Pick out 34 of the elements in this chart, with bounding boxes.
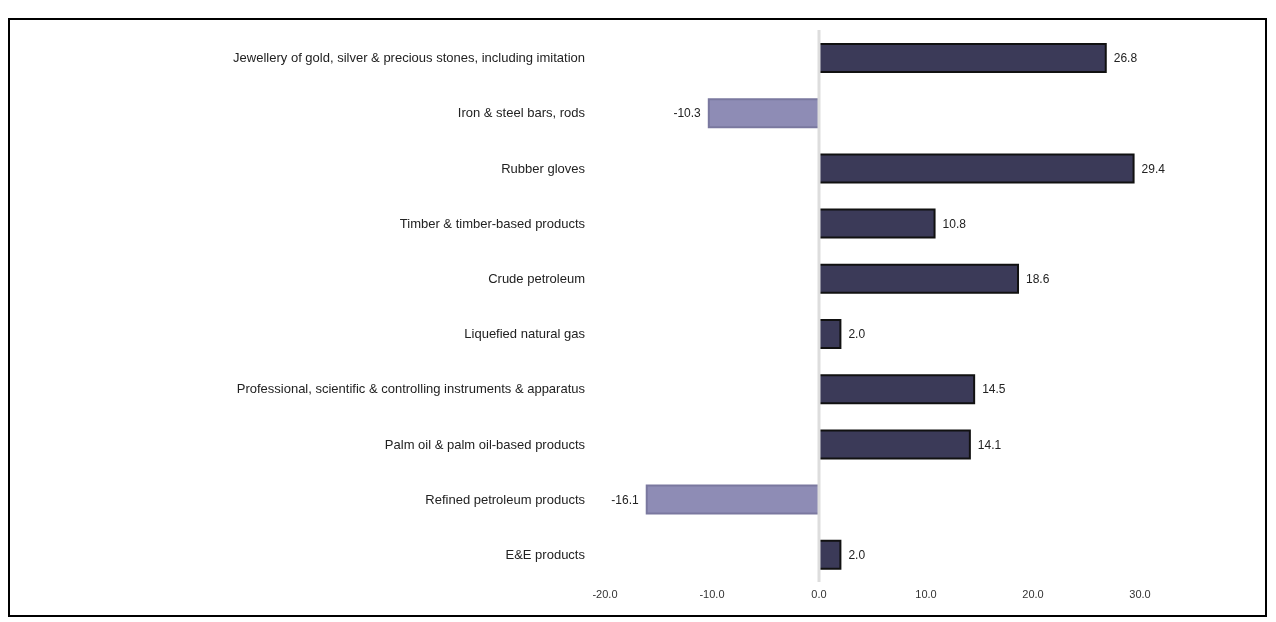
x-tick-label: 0.0 [811,587,827,600]
x-tick-label: 20.0 [1022,587,1044,600]
y-tick-label: E&E products [505,547,586,563]
data-label: -16.1 [611,492,640,507]
data-label: 10.8 [942,216,967,231]
bar [818,208,936,239]
y-tick-label: Rubber gloves [501,160,586,176]
y-tick-label: Professional, scientific & controlling instruments & apparatus [236,381,586,397]
bar [818,263,1020,294]
y-tick-label: Crude petroleum [488,271,585,287]
x-tick-label: -10.0 [699,587,725,600]
y-tick-label: Liquefied natural gas [464,326,586,342]
bar [818,43,1107,73]
bar [645,484,820,515]
data-label: 18.6 [1026,272,1050,286]
x-tick-label: 30.0 [1129,587,1151,600]
y-tick-label: Jewellery of gold, silver & precious stones, including imitation [233,50,585,66]
data-label: -10.3 [673,106,702,121]
bar [707,98,820,129]
y-tick-label: Refined petroleum products [425,491,586,507]
y-tick-label: Iron & steel bars, rods [457,105,586,121]
y-tick-label: Timber & timber-based products [399,215,586,231]
data-label: 2.0 [848,548,866,562]
data-label: 2.0 [848,327,866,342]
y-tick-label: Palm oil & palm oil-based products [384,436,586,452]
x-tick-label: -20.0 [592,587,618,600]
data-label: 26.8 [1113,51,1138,66]
data-label: 14.5 [982,382,1006,397]
data-label: 29.4 [1141,161,1166,176]
data-label: 14.1 [977,437,1002,452]
bar [818,153,1135,184]
bar [818,374,976,405]
x-tick-label: 10.0 [915,587,937,600]
bar [818,429,971,460]
